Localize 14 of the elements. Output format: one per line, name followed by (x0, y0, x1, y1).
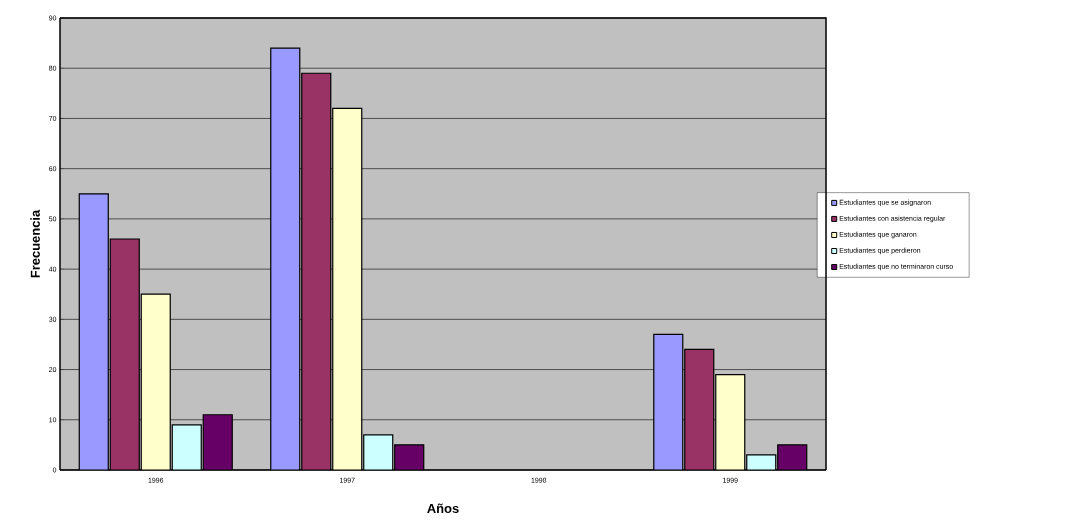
bar (301, 72, 332, 470)
bar (653, 333, 684, 470)
bar (715, 373, 746, 470)
bar (202, 414, 233, 470)
bar (684, 348, 715, 470)
x-axis-title: Años (427, 503, 459, 514)
y-axis-title: Frecuencia (30, 209, 40, 278)
bar (270, 47, 301, 470)
bar (171, 424, 202, 470)
bar (78, 193, 109, 470)
bar (140, 293, 171, 470)
bar (363, 434, 394, 470)
bar (109, 238, 140, 470)
bar (332, 107, 363, 470)
